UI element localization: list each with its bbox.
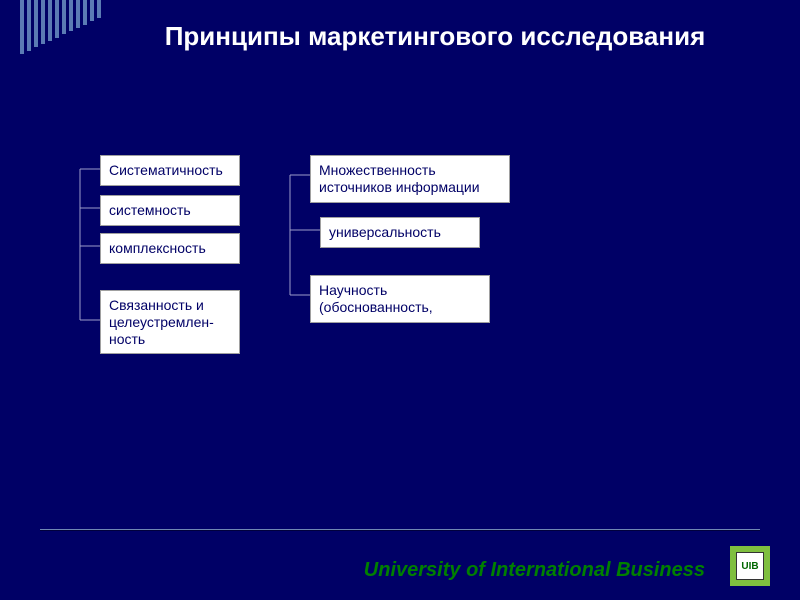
footer-text: University of International Business bbox=[364, 559, 705, 582]
box-left-0: Систематичность bbox=[100, 155, 240, 186]
page-title: Принципы маркетингового исследования bbox=[130, 20, 740, 53]
box-left-2: комплексность bbox=[100, 233, 240, 264]
box-right-1: универсальность bbox=[320, 217, 480, 248]
divider bbox=[40, 529, 760, 530]
box-right-0: Множественность источников информации bbox=[310, 155, 510, 203]
box-right-2: Научность (обоснованность, bbox=[310, 275, 490, 323]
diagram: Систематичность системность комплексность С… bbox=[0, 145, 800, 465]
decorative-bars bbox=[20, 0, 101, 54]
box-left-3: Связанность и целеустремлен-ность bbox=[100, 290, 240, 354]
uib-logo: UIB bbox=[730, 546, 770, 586]
box-left-1: системность bbox=[100, 195, 240, 226]
uib-logo-inner: UIB bbox=[736, 552, 764, 580]
